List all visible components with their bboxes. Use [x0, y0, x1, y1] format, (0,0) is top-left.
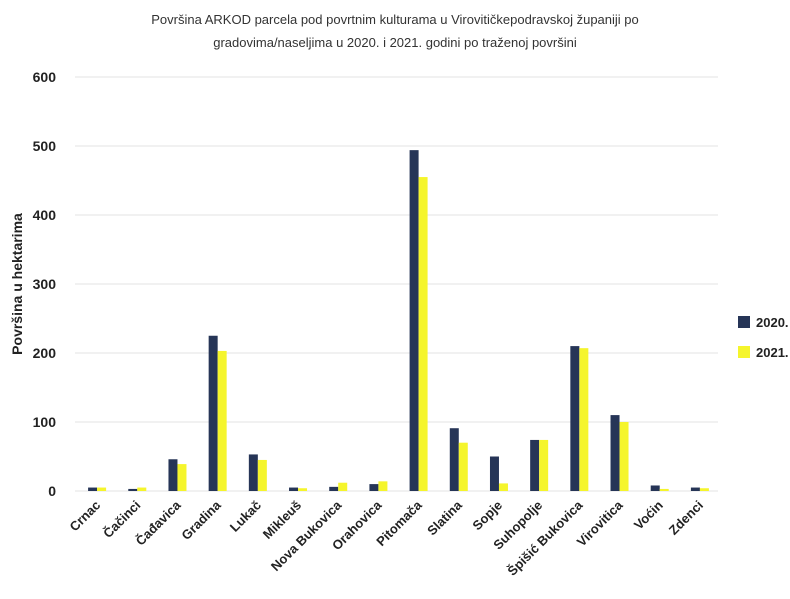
bar-2020-5	[289, 487, 299, 491]
bar-2020-14	[650, 485, 660, 491]
bar-2020-4	[248, 454, 258, 491]
bar-2021-0	[97, 487, 107, 491]
bar-2021-11	[539, 439, 549, 491]
bar-2020-12	[570, 346, 580, 491]
bar-2021-6	[338, 482, 348, 491]
bar-2021-9	[458, 442, 468, 491]
x-tick-label: Čađavica	[133, 497, 185, 549]
bar-2020-10	[489, 456, 499, 491]
bar-2020-0	[88, 487, 98, 491]
y-axis-label: Površina u hektarima	[9, 213, 25, 355]
legend-swatch	[738, 346, 750, 358]
x-tick-label: Lukač	[227, 498, 264, 535]
bar-2021-15	[699, 488, 709, 491]
legend-label: 2021.	[756, 345, 789, 360]
bar-2021-14	[659, 488, 669, 491]
chart-title-line-2: gradovima/naseljima u 2020. i 2021. godi…	[213, 35, 577, 50]
x-tick-label: Nova Bukovica	[268, 497, 345, 574]
x-tick-label: Sopje	[469, 498, 505, 534]
gridlines	[75, 76, 718, 492]
y-tick-label: 300	[33, 276, 57, 292]
y-tick-label: 100	[33, 414, 57, 430]
bar-2021-5	[298, 488, 308, 491]
bar-2020-6	[329, 486, 339, 491]
y-tick-label: 400	[33, 207, 57, 223]
bar-2021-3	[217, 350, 227, 491]
legend-label: 2020.	[756, 315, 789, 330]
legend: 2020. 2021.	[738, 315, 789, 360]
chart-title-line-1: Površina ARKOD parcela pod povrtnim kult…	[151, 12, 639, 27]
bar-2021-4	[257, 459, 267, 491]
y-tick-label: 500	[33, 138, 57, 154]
y-axis-ticks: 0 100 200 300 400 500 600	[33, 69, 57, 499]
bar-2020-3	[208, 335, 218, 491]
bar-2020-7	[369, 484, 379, 491]
y-tick-label: 600	[33, 69, 57, 85]
bar-2020-8	[409, 150, 419, 491]
x-tick-label: Zdenci	[666, 498, 706, 538]
bar-2021-7	[378, 481, 388, 491]
x-tick-label: Gradina	[178, 497, 224, 543]
x-tick-label: Voćin	[631, 497, 666, 532]
bar-2020-2	[168, 459, 178, 491]
x-tick-label: Crnac	[67, 498, 104, 535]
x-tick-label: Slatina	[424, 497, 465, 538]
bar-2020-9	[449, 428, 459, 491]
bars	[88, 150, 709, 492]
bar-2021-12	[579, 348, 589, 491]
y-tick-label: 0	[48, 483, 56, 499]
bar-2020-11	[530, 439, 540, 491]
bar-2021-10	[498, 483, 508, 491]
y-tick-label: 200	[33, 345, 57, 361]
bar-2020-1	[128, 488, 138, 491]
bar-2021-2	[177, 464, 187, 491]
bar-2021-8	[418, 177, 428, 492]
bar-2020-15	[690, 487, 700, 491]
bar-2021-13	[619, 422, 629, 491]
bar-2020-13	[610, 415, 620, 491]
legend-swatch	[738, 316, 750, 328]
bar-2021-1	[137, 487, 147, 491]
